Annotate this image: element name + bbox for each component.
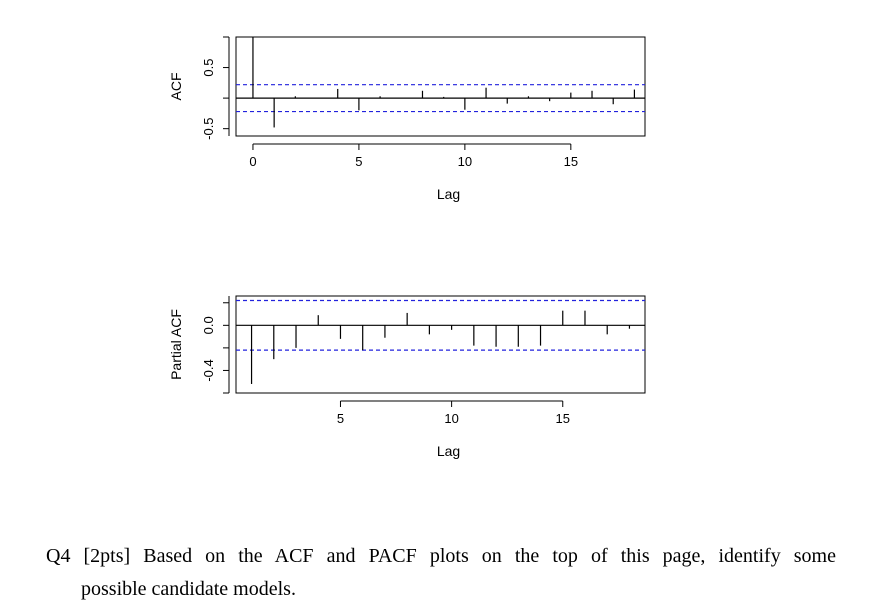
acf-y-axis-label: ACF [168, 73, 184, 101]
pacf-x-tick-label: 5 [337, 411, 344, 426]
pacf-x-tick-label: 10 [444, 411, 458, 426]
acf-pacf-figure: 0 5 10 15 Lag -0.5 0.5 ACF 5 10 15 Lag -0.4 0.0 Partia… [168, 36, 646, 459]
question-text: Q4 [2pts] Based on the ACF and PACF plot… [46, 540, 836, 606]
acf-x-tick-label: 0 [249, 154, 256, 169]
acf-x-axis-label: Lag [437, 186, 460, 202]
pacf-y-axis-label: Partial ACF [168, 309, 184, 380]
acf-x-tick-label: 15 [564, 154, 578, 169]
acf-y-tick-label: 0.5 [201, 59, 216, 77]
question-line-2: possible candidate models. [81, 578, 296, 600]
acf-y-tick-label: -0.5 [201, 117, 216, 139]
pacf-y-tick-label: 0.0 [201, 316, 216, 334]
pacf-y-tick-label: -0.4 [201, 359, 216, 381]
acf-x-tick-label: 10 [458, 154, 472, 169]
acf-plot-frame [235, 36, 646, 137]
pacf-x-axis-label: Lag [437, 443, 460, 459]
acf-x-tick-label: 5 [355, 154, 362, 169]
pacf-x-tick-label: 15 [556, 411, 570, 426]
pacf-plot-frame [235, 295, 646, 394]
question-line-1: Q4 [2pts] Based on the ACF and PACF plot… [46, 545, 836, 567]
